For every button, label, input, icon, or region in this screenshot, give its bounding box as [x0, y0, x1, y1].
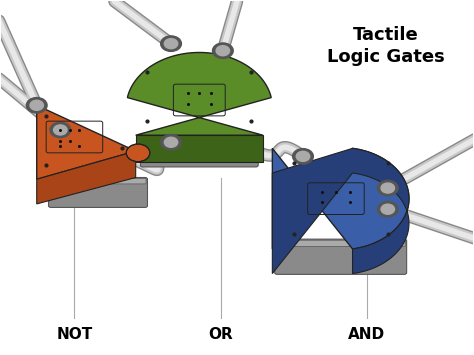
Circle shape: [292, 149, 313, 164]
Polygon shape: [36, 105, 136, 179]
Circle shape: [50, 122, 71, 138]
Polygon shape: [273, 148, 409, 274]
Circle shape: [54, 125, 67, 135]
Circle shape: [164, 39, 178, 49]
Circle shape: [381, 204, 394, 214]
Circle shape: [212, 43, 233, 59]
FancyBboxPatch shape: [275, 239, 407, 274]
FancyBboxPatch shape: [142, 135, 257, 141]
Text: AND: AND: [348, 327, 385, 342]
Circle shape: [27, 98, 47, 113]
Polygon shape: [36, 151, 136, 204]
Circle shape: [381, 183, 394, 193]
FancyBboxPatch shape: [50, 179, 146, 184]
Polygon shape: [128, 53, 271, 135]
Text: Tactile
Logic Gates: Tactile Logic Gates: [327, 26, 444, 66]
Polygon shape: [136, 135, 263, 162]
Circle shape: [216, 46, 229, 56]
Circle shape: [126, 144, 150, 162]
Circle shape: [377, 201, 398, 217]
FancyBboxPatch shape: [48, 178, 147, 207]
FancyBboxPatch shape: [140, 133, 258, 167]
Text: NOT: NOT: [56, 327, 92, 342]
Circle shape: [296, 151, 310, 162]
Text: OR: OR: [208, 327, 233, 342]
Circle shape: [161, 135, 182, 150]
Circle shape: [161, 36, 182, 51]
FancyBboxPatch shape: [276, 240, 405, 246]
Circle shape: [30, 100, 44, 110]
Circle shape: [164, 137, 178, 147]
Polygon shape: [273, 148, 409, 249]
Circle shape: [377, 180, 398, 196]
